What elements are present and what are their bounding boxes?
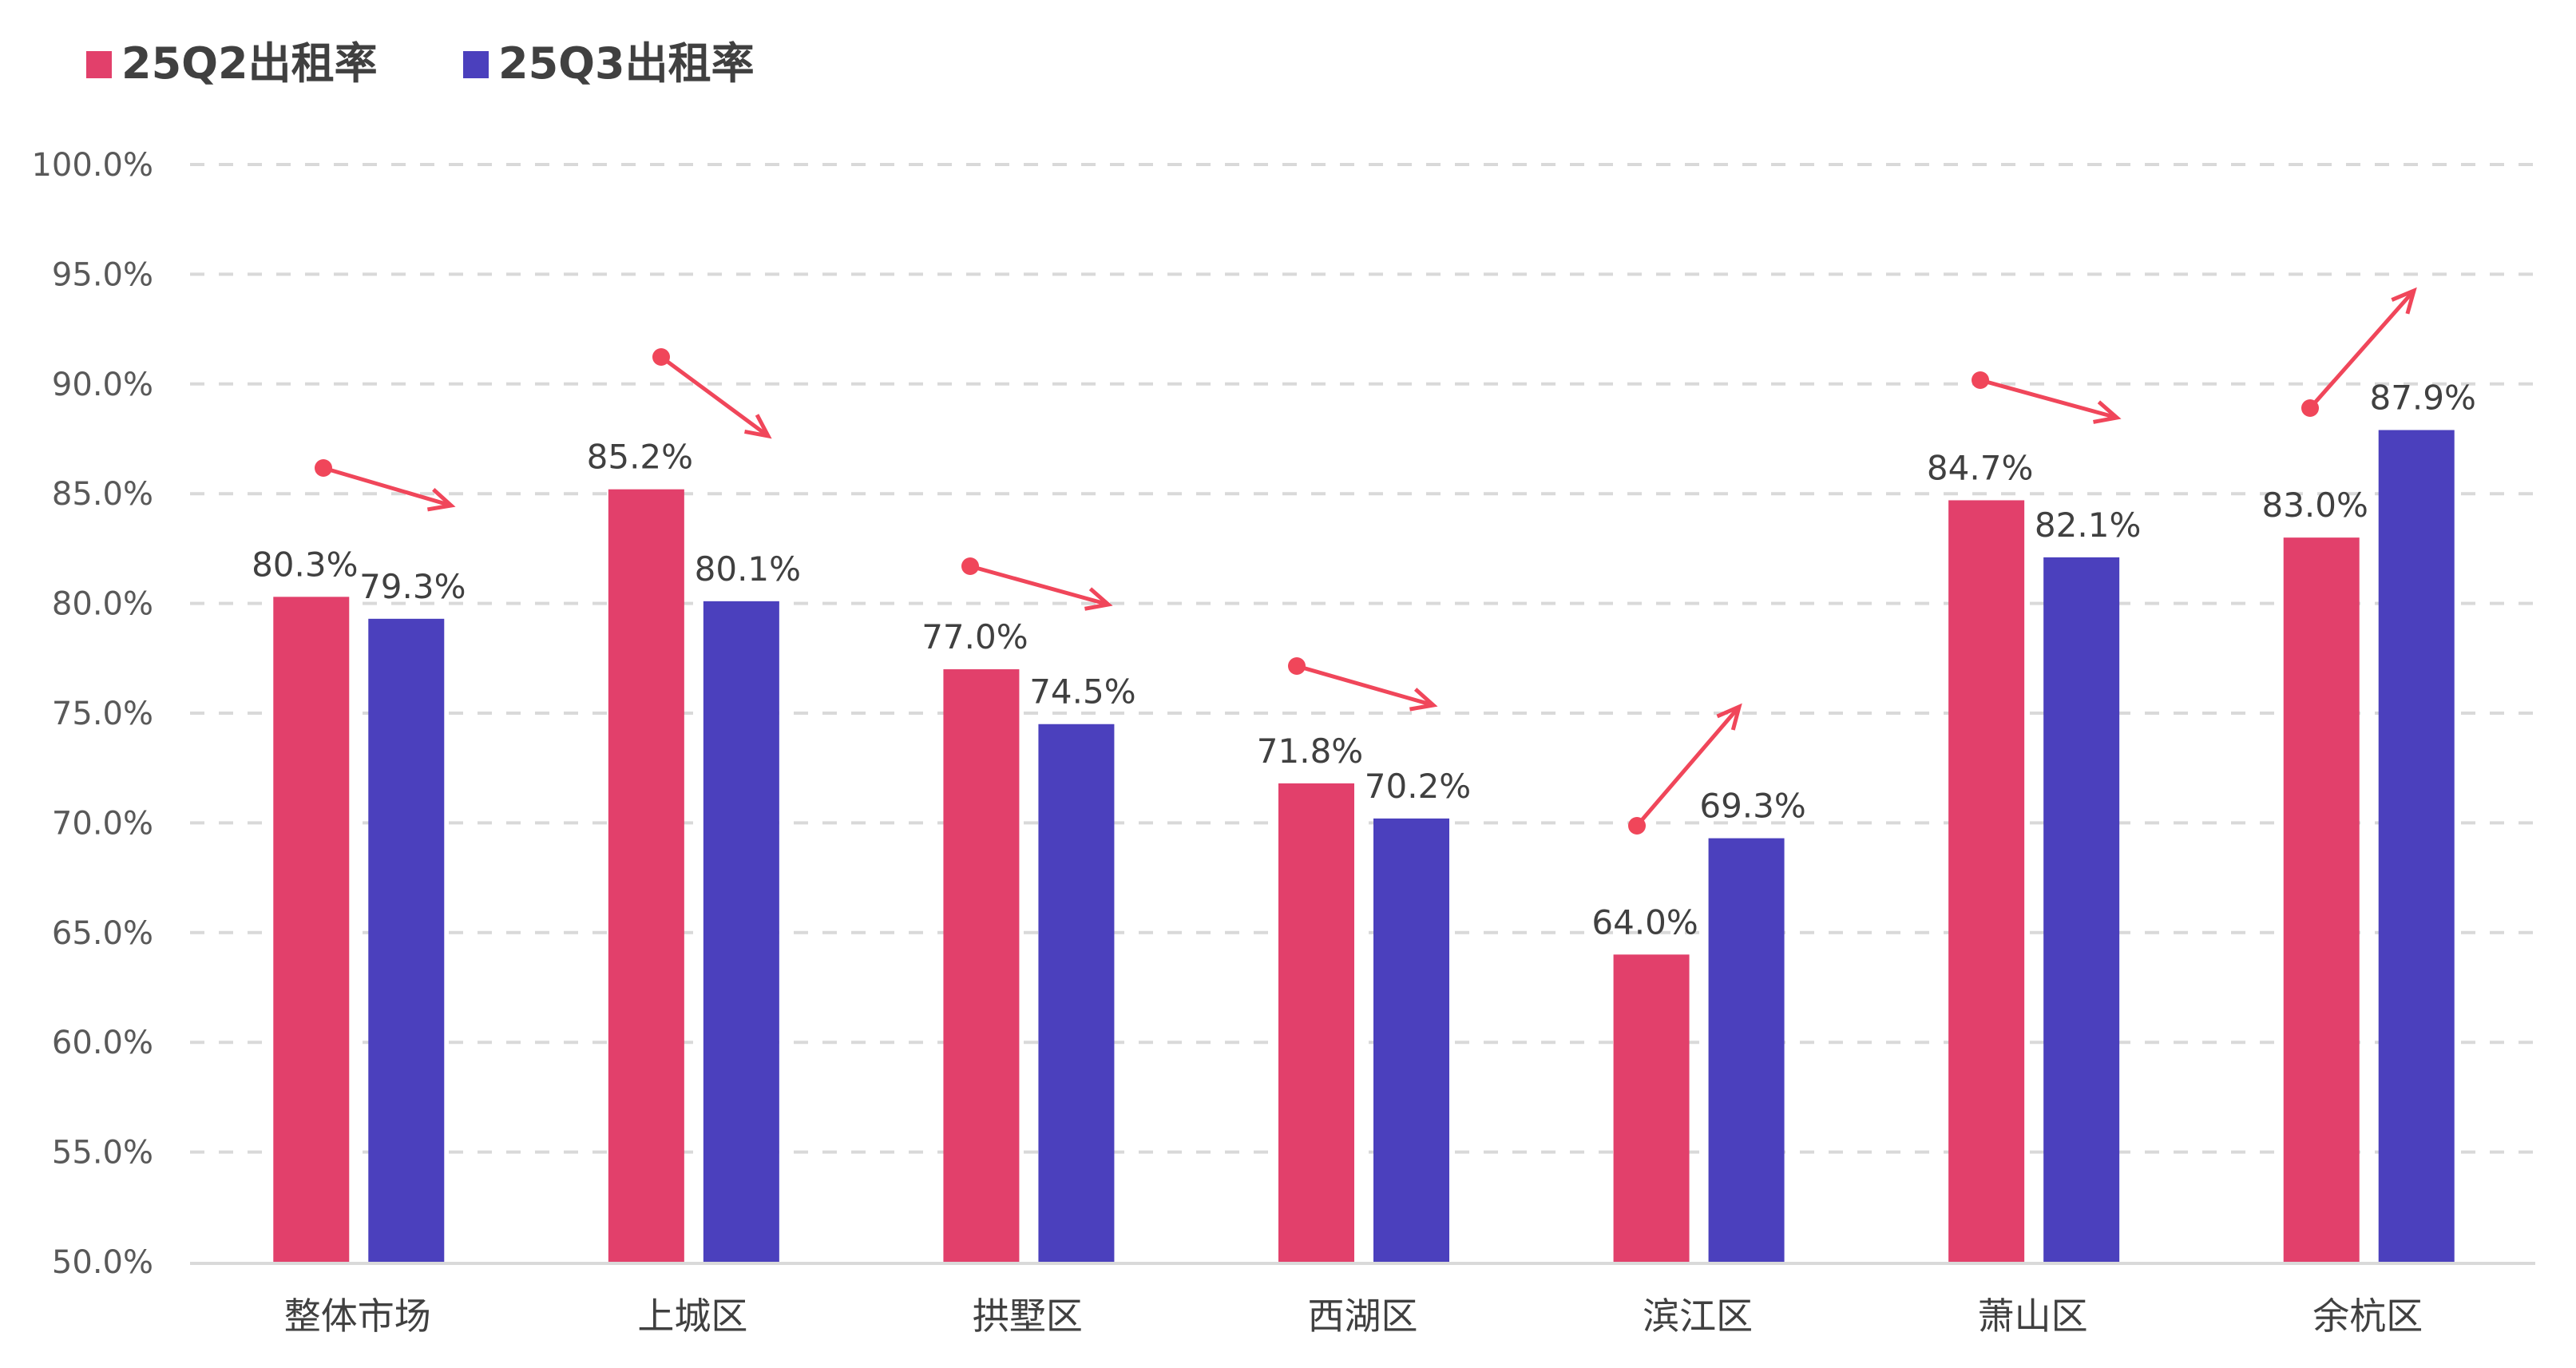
- bar-q3: [1038, 724, 1115, 1262]
- data-labels: 80.3%79.3% 85.2% 80.1% 77.0%74.5% 71.8%70.2%…: [252, 379, 2476, 942]
- trend-arrows: [315, 287, 2417, 835]
- bar-q2: [1278, 783, 1354, 1262]
- y-tick-label: 100.0%: [31, 147, 153, 184]
- arrow-head-icon: [426, 488, 456, 512]
- trend-arrow-up: [2308, 289, 2415, 410]
- bar-q3: [1708, 838, 1785, 1262]
- y-tick-label: 80.0%: [52, 586, 153, 623]
- category-label: 整体市场: [284, 1295, 431, 1338]
- category-label: 余杭区: [2312, 1295, 2423, 1338]
- data-label: 87.9%: [2369, 379, 2475, 418]
- y-tick-label: 50.0%: [52, 1244, 153, 1281]
- y-tick-label: 90.0%: [52, 367, 153, 403]
- bar-q3: [368, 618, 445, 1262]
- data-label: 84.7%: [1927, 448, 2033, 487]
- data-label: 64.0%: [1591, 902, 1698, 942]
- category-label: 西湖区: [1308, 1295, 1418, 1338]
- legend-swatch-q3: [463, 51, 489, 78]
- category-label: 上城区: [637, 1295, 747, 1338]
- data-label: 69.3%: [1699, 787, 1805, 826]
- bar-q3: [703, 601, 779, 1262]
- y-tick-label: 55.0%: [52, 1135, 153, 1172]
- arrow-head-icon: [1409, 688, 1438, 712]
- bar-q3: [2378, 430, 2455, 1262]
- bar-q2: [273, 597, 350, 1262]
- y-tick-label: 95.0%: [52, 256, 153, 293]
- arrow-head-icon: [2391, 287, 2417, 315]
- y-tick-label: 85.0%: [52, 476, 153, 513]
- arrow-head-icon: [1084, 587, 1113, 611]
- trend-arrow-down: [1980, 378, 2118, 420]
- data-label: 71.8%: [1257, 732, 1363, 771]
- y-tick-label: 70.0%: [52, 805, 153, 842]
- y-tick-label: 75.0%: [52, 696, 153, 732]
- bar-q2: [1613, 954, 1690, 1262]
- bar-q2: [2283, 537, 2360, 1262]
- legend: 25Q2出租率 25Q3出租率: [86, 38, 755, 89]
- data-label: 85.2%: [587, 438, 693, 477]
- arrow-head-icon: [2093, 400, 2122, 424]
- bar-q3: [2043, 557, 2120, 1262]
- category-label: 拱墅区: [973, 1295, 1083, 1338]
- trend-arrow-down: [1296, 664, 1434, 708]
- trend-arrow-up: [1635, 705, 1741, 827]
- trend-arrow-down: [969, 564, 1109, 607]
- legend-label-q2: 25Q2出租率: [121, 38, 378, 89]
- category-label: 萧山区: [1978, 1295, 2088, 1338]
- bar-q3: [1373, 818, 1449, 1262]
- bar-q2: [1948, 500, 2025, 1262]
- data-label: 70.2%: [1365, 767, 1471, 806]
- y-tick-label: 60.0%: [52, 1025, 153, 1061]
- legend-label-q3: 25Q3出租率: [498, 38, 755, 89]
- data-label: 80.3%: [252, 545, 358, 584]
- y-tick-label: 65.0%: [52, 915, 153, 952]
- data-label: 77.0%: [921, 617, 1028, 656]
- bars: [273, 430, 2455, 1262]
- data-label: 74.5%: [1029, 672, 1135, 712]
- x-axis-labels: 整体市场 上城区 拱墅区 西湖区 滨江区 萧山区 余杭区: [284, 1295, 2423, 1338]
- arrow-head-icon: [1716, 703, 1742, 731]
- data-label: 79.3%: [359, 567, 466, 606]
- category-label: 滨江区: [1643, 1295, 1753, 1338]
- gridlines: [190, 163, 2535, 1265]
- arrow-head-icon: [744, 414, 772, 439]
- bar-q2: [943, 669, 1020, 1262]
- bar-q2: [608, 489, 684, 1262]
- y-axis-ticks: 50.0% 55.0% 60.0% 65.0% 70.0% 75.0% 80.0% 85.0%…: [31, 147, 153, 1281]
- trend-arrow-down: [660, 355, 770, 438]
- data-label: 80.1%: [695, 549, 801, 589]
- legend-swatch-q2: [86, 51, 112, 78]
- trend-arrow-down: [323, 466, 452, 508]
- data-label: 83.0%: [2261, 486, 2368, 525]
- data-label: 82.1%: [2035, 506, 2141, 545]
